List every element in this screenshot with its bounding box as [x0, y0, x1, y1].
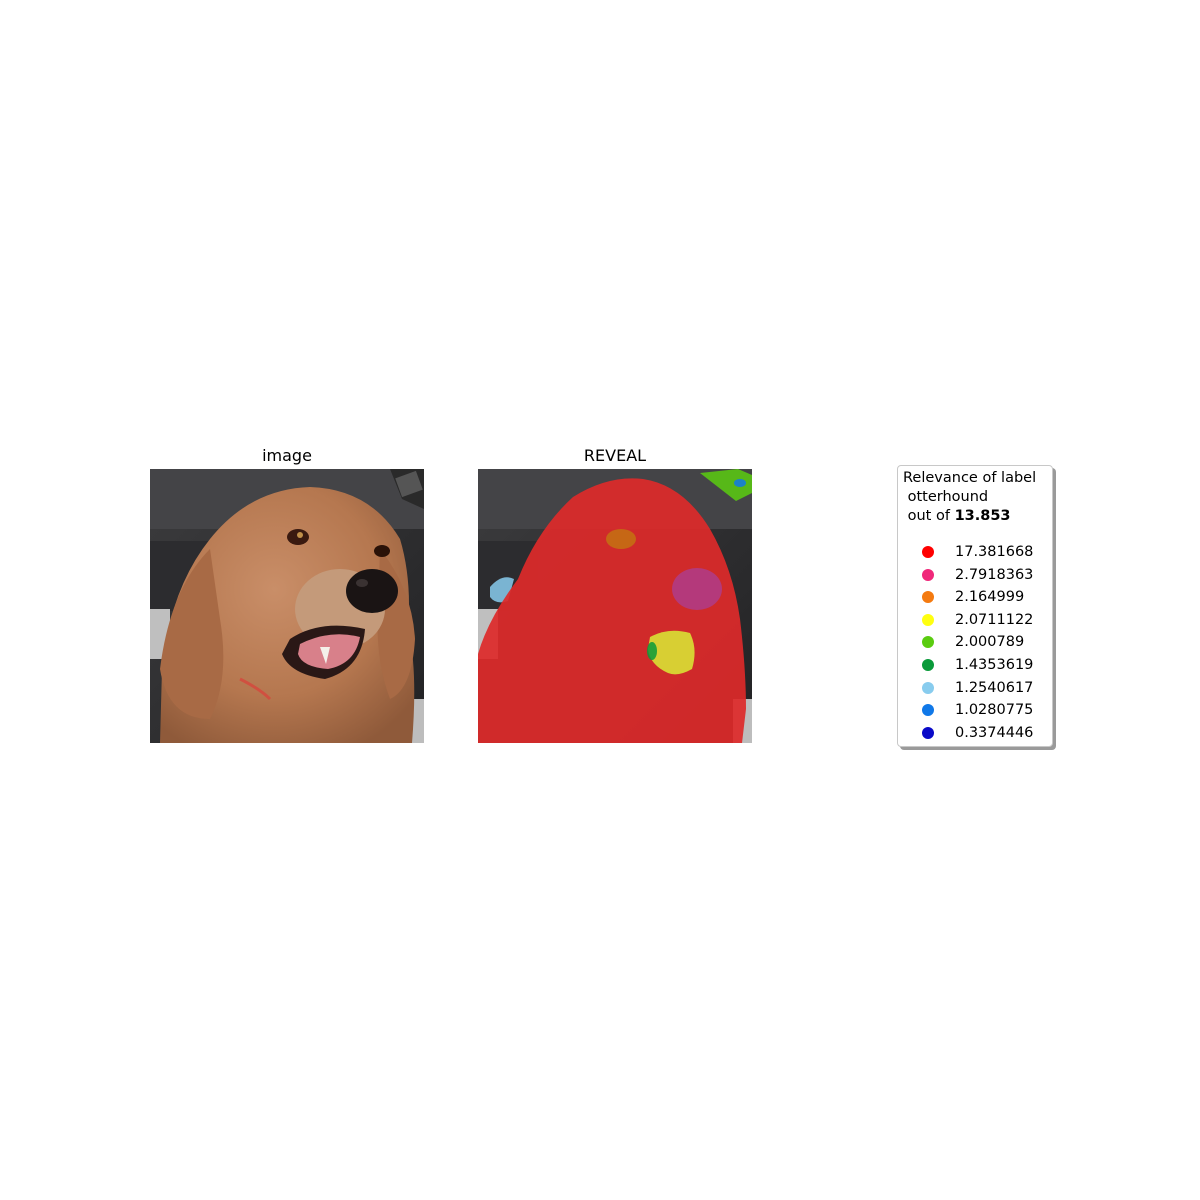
reveal-overlay-illustration — [478, 469, 752, 743]
legend-dot-icon — [922, 568, 934, 581]
legend-items: 17.381668 2.7918363 2.164999 2.0711122 2.000… — [898, 541, 1052, 744]
legend-dot-icon — [922, 704, 934, 717]
legend-dot-icon — [922, 613, 934, 626]
legend-item: 17.381668 — [898, 541, 1052, 564]
legend-value: 1.2540617 — [955, 679, 1034, 696]
relevance-legend: Relevance of label otterhound out of 13.… — [897, 465, 1053, 747]
legend-value: 2.0711122 — [955, 611, 1034, 628]
legend-value: 17.381668 — [955, 544, 1034, 560]
legend-value: 1.4353619 — [955, 656, 1034, 673]
legend-value: 2.7918363 — [955, 566, 1034, 583]
legend-item: 0.3374446 — [898, 722, 1052, 745]
legend-dot-icon — [922, 658, 934, 671]
legend-item: 2.0711122 — [898, 609, 1052, 632]
legend-item: 2.164999 — [898, 586, 1052, 609]
dog-photo-illustration — [150, 469, 424, 743]
legend-item: 2.000789 — [898, 631, 1052, 654]
legend-value: 0.3374446 — [955, 724, 1034, 741]
legend-dot-icon — [922, 546, 934, 558]
legend-title: Relevance of label otterhound out of 13.… — [903, 469, 1036, 526]
legend-dot-icon — [922, 726, 934, 739]
image-panel-title: image — [262, 446, 312, 465]
legend-item: 1.4353619 — [898, 654, 1052, 677]
legend-value: 2.000789 — [955, 634, 1025, 651]
legend-dot-icon — [922, 681, 934, 694]
legend-dot-icon — [922, 636, 934, 649]
legend-item: 2.7918363 — [898, 564, 1052, 587]
legend-value: 2.164999 — [955, 589, 1025, 606]
legend-total: 13.853 — [954, 508, 1011, 524]
legend-title-line1: Relevance of label — [903, 470, 1037, 486]
reveal-segmentation — [478, 469, 752, 743]
legend-value: 1.0280775 — [955, 702, 1034, 719]
dog-photo — [150, 469, 424, 743]
legend-item: 1.2540617 — [898, 677, 1052, 700]
legend-item: 1.0280775 — [898, 699, 1052, 722]
legend-out-of: out of — [903, 508, 955, 524]
legend-dot-icon — [922, 591, 934, 604]
reveal-panel-title: REVEAL — [583, 446, 647, 465]
legend-label-name: otterhound — [903, 489, 989, 505]
